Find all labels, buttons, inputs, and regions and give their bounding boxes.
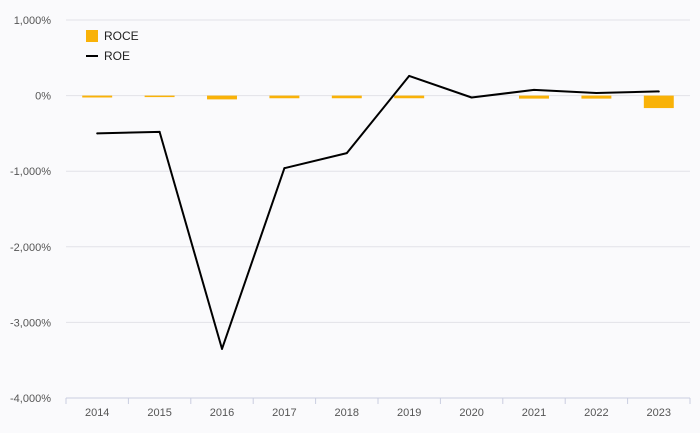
roce-bar bbox=[581, 95, 612, 99]
x-tick-label: 2016 bbox=[210, 407, 234, 419]
x-tick-label: 2018 bbox=[335, 407, 359, 419]
x-axis: 2014 2015 2016 2017 2018 2019 2020 2021 2022 2023 bbox=[65, 397, 691, 419]
x-tick-label: 2021 bbox=[522, 407, 546, 419]
y-tick-label: -4,000% bbox=[10, 393, 51, 405]
x-tick-label: 2017 bbox=[272, 407, 296, 419]
roe-point bbox=[470, 96, 473, 99]
roce-bars bbox=[82, 95, 674, 109]
roce-bar bbox=[269, 95, 300, 99]
roce-bar bbox=[331, 95, 362, 99]
roe-point bbox=[533, 88, 535, 91]
roce-bar bbox=[82, 95, 113, 98]
y-tick-label: -3,000% bbox=[10, 317, 51, 329]
legend-label-roce: ROCE bbox=[104, 29, 139, 43]
roce-bar bbox=[519, 95, 549, 99]
grid-lines bbox=[66, 19, 690, 323]
roe-point bbox=[657, 90, 660, 93]
legend-label-roe: ROE bbox=[104, 49, 130, 63]
roe-point bbox=[595, 91, 598, 94]
y-tick-label: -1,000% bbox=[10, 166, 51, 178]
y-axis: 1,000% 0% -1,000% -2,000% -3,000% -4,000% bbox=[10, 15, 51, 405]
roce-bar bbox=[394, 95, 425, 99]
x-tick-label: 2014 bbox=[85, 407, 109, 419]
x-tick-label: 2022 bbox=[584, 407, 608, 419]
roe-point bbox=[283, 167, 286, 170]
y-tick-label: -2,000% bbox=[10, 242, 51, 254]
roce-bar bbox=[144, 95, 175, 98]
roe-point bbox=[345, 152, 348, 155]
roe-point bbox=[96, 132, 99, 135]
roe-point bbox=[221, 347, 223, 350]
roe-series-line bbox=[97, 74, 659, 350]
roe-point bbox=[408, 74, 411, 77]
roe-point bbox=[158, 130, 161, 133]
roce-bar bbox=[643, 95, 674, 109]
x-tick-label: 2020 bbox=[459, 407, 483, 419]
roe-line bbox=[96, 74, 660, 350]
x-tick-label: 2023 bbox=[647, 407, 671, 419]
y-tick-label: 1,000% bbox=[14, 15, 52, 27]
legend-swatch-roce bbox=[86, 30, 98, 42]
legend: ROCE ROE bbox=[86, 29, 139, 63]
x-tick-label: 2019 bbox=[397, 407, 421, 419]
x-tick-label: 2015 bbox=[147, 407, 171, 419]
roce-bar bbox=[207, 95, 237, 100]
y-tick-label: 0% bbox=[35, 91, 51, 103]
